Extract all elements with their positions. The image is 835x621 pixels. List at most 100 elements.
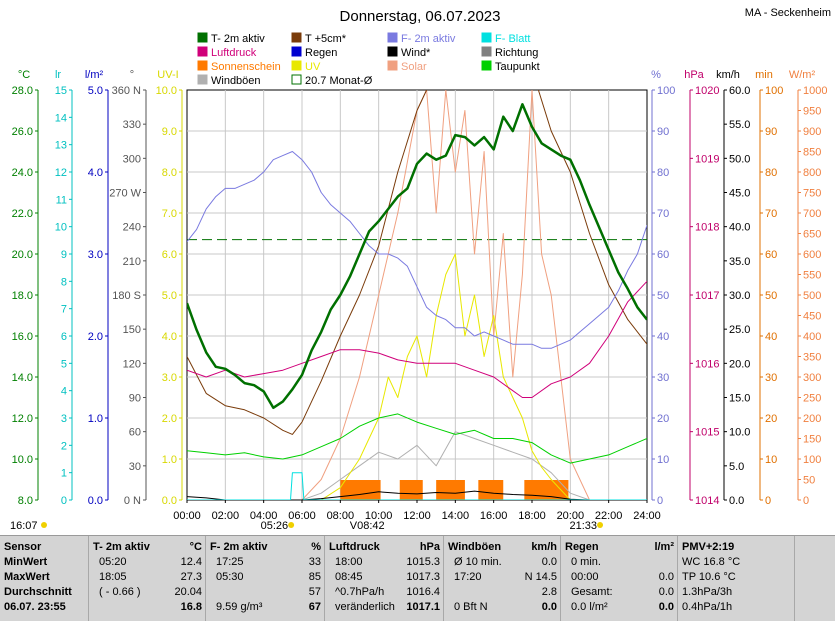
axis-ticklabel-right: 300 [803,372,821,384]
stat-hum-title: F- 2m aktiv [210,541,268,553]
axis-ticklabel-left: 210 [123,256,141,268]
axis-ticklabel-left: 60 [129,427,141,439]
x-ticklabel: 06:00 [288,510,316,522]
stat-press-unit: hPa [419,541,440,553]
axis-ticklabel-left: 3.0 [162,372,177,384]
stat-wind-bft: 0 Bft N [454,601,488,613]
stat-press-min-val: 1015.3 [406,556,440,568]
axis-ticklabel-right: 0.0 [729,495,744,507]
axis-ticklabel-left: 0.0 [88,495,103,507]
sun-events: 05:26 21:33 V08:42 16:07 [10,520,604,532]
axis-ticklabel-right: 1017 [695,290,719,302]
axis-ticklabel-right: 1000 [803,85,827,97]
x-ticklabel: 12:00 [403,510,431,522]
stat-wind-current: 0.0 [541,601,557,613]
sunset-label: 21:33 [570,520,598,532]
axis-ticklabel-right: 20.0 [729,358,750,370]
legend-swatch [197,32,208,43]
axis-ticklabel-right: 25.0 [729,324,750,336]
legend: T- 2m aktiv T +5cm* F- 2m aktiv F- Blatt Luf… [197,32,540,87]
stat-rain-total-label: Gesamt: [571,586,613,598]
axis-ticklabel-left: 240 [123,222,141,234]
axis-ticklabel-left: 3 [61,413,67,425]
x-ticklabel: 18:00 [518,510,546,522]
stat-wind-avg-label: Ø 10 min. [454,556,502,568]
axis-unit-left: lr [55,69,61,81]
sunshine-bars [340,480,569,500]
stat-temp-unit: °C [189,541,202,553]
axis-ticklabel-right: 1018 [695,222,719,234]
stats-col-empty [794,536,835,621]
axis-unit-left: l/m² [85,69,104,81]
stats-col-humidity: F- 2m aktiv% 17:25 33 05:30 85 57 9.59 g/m… [205,536,325,621]
stats-col-temp: T- 2m aktiv °C 05:20 12.4 18:05 27.3 ( - 0.… [88,536,206,621]
left-time-marker [41,522,47,528]
series-line-windb-en [187,431,647,500]
x-ticklabel: 10:00 [365,510,393,522]
axis-ticklabel-right: 750 [803,188,821,200]
x-ticklabel: 00:00 [173,510,201,522]
axis-ticklabel-right: 1014 [695,495,719,507]
axis-ticklabel-left: 1.0 [162,454,177,466]
axis-ticklabel-left: 2.0 [162,413,177,425]
axis-ticklabel-right: 30.0 [729,290,750,302]
axis-ticklabel-right: 30 [657,372,669,384]
axis-ticklabel-left: 5 [61,358,67,370]
series-lines [187,90,647,500]
legend-swatch [197,74,208,85]
stat-rain-duration: 0 min. [571,556,601,568]
x-ticklabel: 20:00 [557,510,585,522]
stat-hum-current: 67 [308,601,321,613]
axis-ticklabel-left: 26.0 [12,126,33,138]
stat-label-avg: Durchschnitt [4,586,72,598]
stat-press-min-time: 18:00 [335,556,363,568]
stat-hum-max-val: 85 [308,571,321,583]
legend-label: 20.7 Monat-Ø [305,75,373,87]
axis-ticklabel-right: 400 [803,331,821,343]
stat-temp-min-time: 05:20 [99,556,127,568]
x-ticklabel: 22:00 [595,510,623,522]
stat-temp-current: 16.8 [180,601,202,613]
axis-ticklabel-right: 10 [765,454,777,466]
stat-rain-unit: l/m² [654,541,674,553]
axis-ticklabel-left: 150 [123,324,141,336]
sunshine-bar [340,480,381,500]
legend-swatch [481,46,492,57]
axis-ticklabel-right: 100 [657,85,675,97]
axis-ticklabel-left: 1 [61,468,67,480]
axis-ticklabel-right: 0 [765,495,771,507]
sunshine-bar [478,480,504,500]
axis-ticklabel-right: 600 [803,249,821,261]
stat-press-max-time: 08:45 [335,571,363,583]
axis-unit-left: ° [130,69,134,81]
stat-label-min: MinWert [4,556,48,568]
axis-ticklabel-left: 6.0 [162,249,177,261]
axis-ticklabel-left: 5.0 [162,290,177,302]
stat-wind-unit: km/h [531,541,557,553]
stat-hum-min-time: 17:25 [216,556,244,568]
axis-ticklabel-right: 20 [765,413,777,425]
series-line-taupunkt [187,413,647,464]
legend-label: Windböen [211,75,261,87]
axis-ticklabel-left: 24.0 [12,167,33,179]
legend-label: Taupunkt [495,61,540,73]
legend-swatch [291,46,302,57]
stat-hum-max-time: 05:30 [216,571,244,583]
legend-label: T- 2m aktiv [211,33,265,45]
solar-noon-label: V08:42 [350,520,385,532]
axis-ticklabel-right: 0 [803,495,809,507]
axis-ticklabel-right: 40 [765,331,777,343]
axis-ticklabel-left: 270 W [109,188,141,200]
axis-unit-left: UV-I [157,69,178,81]
stats-col-wind: Windböen km/h Ø 10 min. 0.0 17:20 N 14.5 2.… [443,536,561,621]
axis-ticklabel-right: 350 [803,352,821,364]
legend-label: Luftdruck [211,47,257,59]
stat-hum-min-val: 33 [308,556,321,568]
axis-ticklabel-left: 360 N [112,85,141,97]
sunrise-label: 05:26 [261,520,289,532]
axis-ticklabel-right: 60 [657,249,669,261]
x-ticklabel: 14:00 [442,510,470,522]
stat-wind-avg10: 0.0 [541,556,557,568]
legend-swatch [291,32,302,43]
axis-ticklabel-left: 9 [61,249,67,261]
